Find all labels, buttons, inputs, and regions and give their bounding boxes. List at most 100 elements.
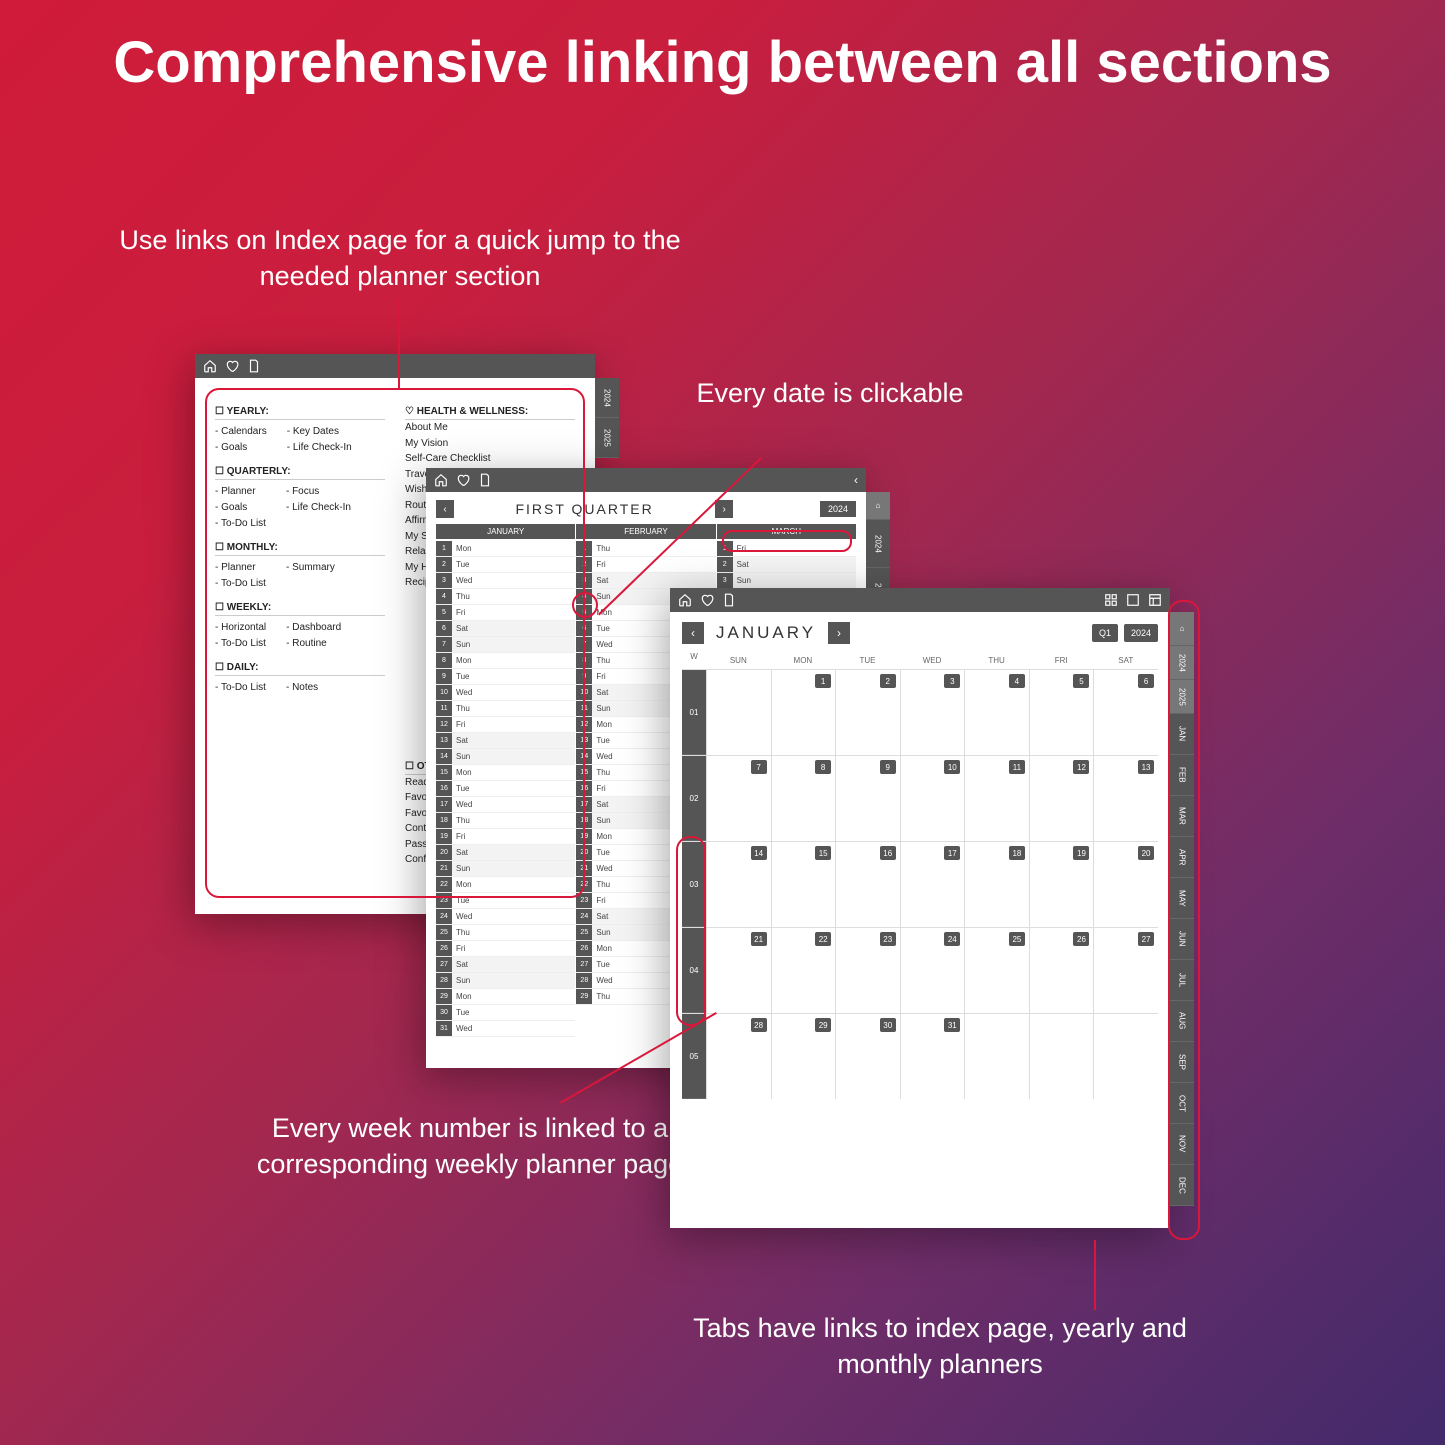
quarter-day-cell[interactable]: 13Sat [436,733,575,749]
prev-quarter-button[interactable]: ‹ [436,500,454,518]
sidetab-OCT[interactable]: OCT [1170,1083,1194,1124]
month-tab-january[interactable]: JANUARY [436,524,575,539]
sidetab-JUL[interactable]: JUL [1170,960,1194,1001]
prev-month-button[interactable]: ‹ [682,622,704,644]
sidetab-NOV[interactable]: NOV [1170,1124,1194,1165]
sidetab-2024[interactable]: 2024 [1170,646,1194,680]
note-icon[interactable] [722,593,736,607]
quarter-day-cell[interactable]: 23Tue [436,893,575,909]
index-link[interactable]: Dashboard [286,620,341,636]
note-icon[interactable] [478,473,492,487]
index-link[interactable]: Notes [286,680,318,696]
date-1[interactable]: 1 [815,674,831,688]
index-link[interactable]: Life Check-In [286,500,351,516]
calendar-cell[interactable]: 8 [771,756,836,841]
date-25[interactable]: 25 [1009,932,1025,946]
quarter-day-cell[interactable]: 3Wed [436,573,575,589]
calendar-cell[interactable]: 28 [706,1014,771,1099]
quarter-day-cell[interactable]: 28Sun [436,973,575,989]
index-link[interactable]: To-Do List [215,680,266,696]
calendar-cell[interactable]: 30 [835,1014,900,1099]
quarter-day-cell[interactable]: 17Wed [436,797,575,813]
sidetab-MAY[interactable]: MAY [1170,878,1194,919]
calendar-cell[interactable]: 27 [1093,928,1158,1013]
calendar-cell[interactable]: 18 [964,842,1029,927]
quarter-day-cell[interactable]: 2Sat [717,557,856,573]
tiles-icon[interactable] [1126,593,1140,607]
sidetab-DEC[interactable]: DEC [1170,1165,1194,1206]
date-20[interactable]: 20 [1138,846,1154,860]
sidetab-MAR[interactable]: MAR [1170,796,1194,837]
calendar-cell[interactable]: 11 [964,756,1029,841]
week-number-03[interactable]: 03 [682,842,706,927]
sidetab-JAN[interactable]: JAN [1170,714,1194,755]
date-10[interactable]: 10 [944,760,960,774]
month-tab-march[interactable]: MARCH [717,524,856,539]
calendar-cell[interactable]: 16 [835,842,900,927]
sidetab-SEP[interactable]: SEP [1170,1042,1194,1083]
quarter-day-cell[interactable]: 30Tue [436,1005,575,1021]
date-21[interactable]: 21 [751,932,767,946]
quarter-day-cell[interactable]: 7Sun [436,637,575,653]
index-link[interactable]: Summary [286,560,335,576]
quarter-day-cell[interactable]: 25Thu [436,925,575,941]
date-13[interactable]: 13 [1138,760,1154,774]
date-29[interactable]: 29 [815,1018,831,1032]
date-4[interactable]: 4 [1009,674,1025,688]
sidetab-2025[interactable]: 2025 [1170,680,1194,714]
date-2[interactable]: 2 [880,674,896,688]
calendar-cell[interactable]: 10 [900,756,965,841]
quarter-day-cell[interactable]: 19Fri [436,829,575,845]
calendar-cell[interactable]: 17 [900,842,965,927]
quarter-day-cell[interactable]: 29Mon [436,989,575,1005]
week-number-05[interactable]: 05 [682,1014,706,1099]
calendar-cell[interactable]: 1 [771,670,836,755]
sidetab-APR[interactable]: APR [1170,837,1194,878]
date-3[interactable]: 3 [944,674,960,688]
quarter-day-cell[interactable]: 11Thu [436,701,575,717]
calendar-cell[interactable]: 12 [1029,756,1094,841]
quarter-day-cell[interactable]: 12Fri [436,717,575,733]
next-quarter-button[interactable]: › [715,500,733,518]
index-link[interactable]: To-Do List [215,516,266,532]
quarter-day-cell[interactable]: 22Mon [436,877,575,893]
index-link[interactable]: Planner [215,560,266,576]
date-31[interactable]: 31 [944,1018,960,1032]
date-12[interactable]: 12 [1073,760,1089,774]
calendar-cell[interactable]: 20 [1093,842,1158,927]
index-link[interactable]: To-Do List [215,636,266,652]
calendar-cell[interactable]: 26 [1029,928,1094,1013]
date-19[interactable]: 19 [1073,846,1089,860]
quarter-day-cell[interactable]: 5Fri [436,605,575,621]
calendar-cell[interactable] [1029,1014,1094,1099]
date-18[interactable]: 18 [1009,846,1025,860]
calendar-cell[interactable]: 7 [706,756,771,841]
quarter-day-cell[interactable]: 10Wed [436,685,575,701]
index-link[interactable]: About Me [405,420,575,436]
calendar-cell[interactable] [706,670,771,755]
heart-icon[interactable] [456,473,470,487]
date-24[interactable]: 24 [944,932,960,946]
chevron-left-icon[interactable]: ‹ [854,473,858,487]
date-8[interactable]: 8 [815,760,831,774]
grid-icon[interactable] [1104,593,1118,607]
home-icon[interactable] [678,593,692,607]
sidetab-2025[interactable]: 2025 [595,418,619,458]
date-5[interactable]: 5 [1073,674,1089,688]
quarter-day-cell[interactable]: 1Fri [717,541,856,557]
calendar-cell[interactable]: 29 [771,1014,836,1099]
index-link[interactable]: Horizontal [215,620,266,636]
calendar-cell[interactable]: 21 [706,928,771,1013]
quarter-day-cell[interactable]: 8Mon [436,653,575,669]
quarter-day-cell[interactable]: 3Sun [717,573,856,589]
calendar-cell[interactable]: 9 [835,756,900,841]
heart-icon[interactable] [700,593,714,607]
calendar-cell[interactable]: 23 [835,928,900,1013]
month-tab-february[interactable]: FEBRUARY [576,524,715,539]
calendar-cell[interactable]: 13 [1093,756,1158,841]
date-7[interactable]: 7 [751,760,767,774]
quarter-day-cell[interactable]: 2Tue [436,557,575,573]
date-16[interactable]: 16 [880,846,896,860]
quarter-day-cell[interactable]: 15Mon [436,765,575,781]
week-number-02[interactable]: 02 [682,756,706,841]
